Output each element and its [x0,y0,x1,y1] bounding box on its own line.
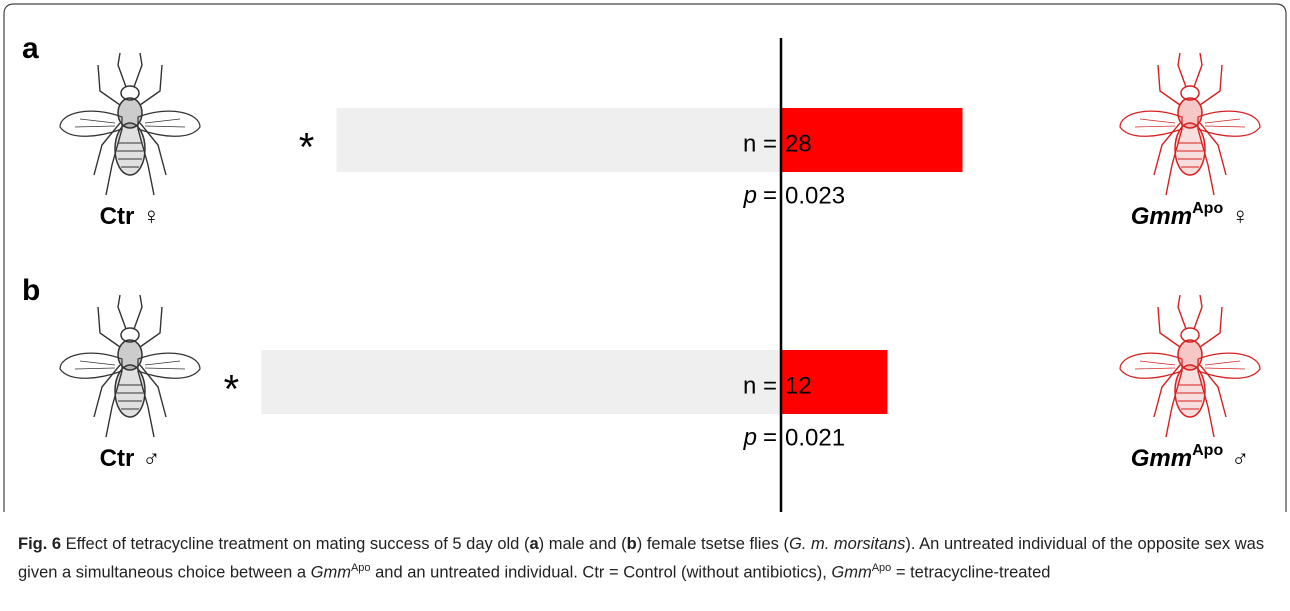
category-name: Ctr [100,203,135,230]
category-sup: Apo [1192,200,1223,217]
p-symbol: p [743,424,757,451]
category-sex: ♂ [1231,445,1249,472]
caption-text: and an untreated individual. Ctr = Contr… [370,563,832,582]
caption-text: ). An untreated individual of the opposi… [18,535,1265,582]
n-value: 28 [785,130,812,157]
caption-text: ) female tsetse flies ( [636,535,789,553]
panel-label: b [22,274,40,307]
caption-text: Gmm [310,563,351,582]
caption: Fig. 6 Effect of tetracycline treatment … [18,532,1268,585]
category-label: Ctr ♂ [100,445,161,472]
category-name: Gmm [1131,445,1192,472]
fly-treated [1119,294,1261,438]
bar [336,108,781,172]
caption-text: = tetracycline-treated [891,563,1051,582]
category-name: Ctr [100,445,135,472]
p-symbol: p [743,182,757,209]
category-sex: ♀ [1231,203,1249,230]
significance: * [224,368,240,412]
p-eq: = [763,182,777,209]
bar [781,108,963,172]
category-sex: ♂ [142,445,160,472]
category-label: Ctr ♀ [100,203,161,230]
p-eq: = [763,424,777,451]
significance: * [299,126,315,170]
caption-text: Effect of tetracycline treatment on mati… [61,535,530,553]
bar [781,350,888,414]
caption-text: Gmm [831,563,872,582]
n-value: 12 [785,372,812,399]
fly-control [59,52,201,196]
caption-text: Apo [871,562,892,574]
caption-text: G. m. morsitans [788,535,906,553]
fly-control [59,294,201,438]
category-label: GmmApo ♂ [1131,442,1249,472]
caption-text: b [626,535,637,553]
n-label: n = [743,372,777,399]
p-value: 0.021 [785,424,845,451]
category-name: Gmm [1131,203,1192,230]
category-sup: Apo [1192,442,1223,459]
caption-text: a [529,535,539,553]
p-value: 0.023 [785,182,845,209]
panel-label: a [22,32,39,65]
category-sex: ♀ [142,203,160,230]
bar [261,350,781,414]
fly-treated [1119,52,1261,196]
n-label: n = [743,130,777,157]
frame [3,3,1287,512]
caption-text: ) male and ( [538,535,627,553]
p-label: p = [743,424,777,451]
p-label: p = [743,182,777,209]
caption-text: Apo [350,562,371,574]
category-label: GmmApo ♀ [1131,200,1249,230]
caption-text: Fig. 6 [18,535,62,553]
